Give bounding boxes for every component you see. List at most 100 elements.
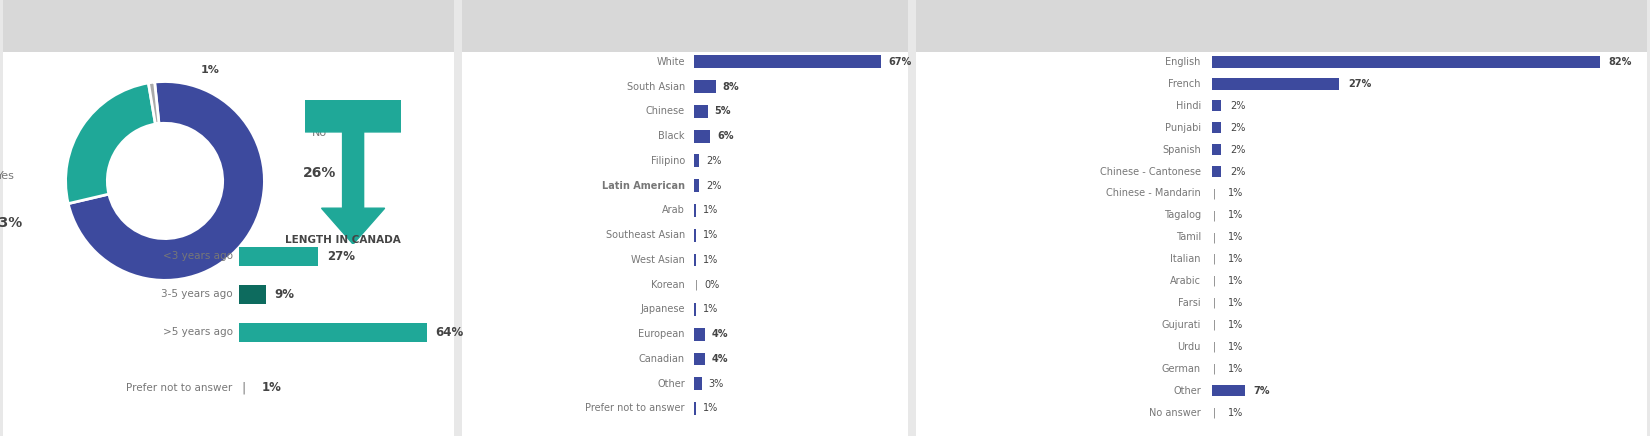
Text: Tamil: Tamil	[1175, 232, 1201, 242]
Text: German: German	[1162, 364, 1201, 374]
Text: Italian: Italian	[1170, 254, 1201, 264]
Bar	[693, 303, 696, 316]
Text: Korean: Korean	[652, 279, 685, 290]
Text: 7%: 7%	[1254, 386, 1270, 396]
Text: |: |	[1213, 232, 1216, 242]
Text: Refused: Refused	[188, 25, 231, 35]
Text: 9%: 9%	[274, 288, 294, 301]
Text: 1%: 1%	[200, 65, 219, 75]
Text: Prefer not to answer: Prefer not to answer	[586, 403, 685, 413]
Text: 1%: 1%	[1228, 320, 1242, 330]
Text: Southeast Asian: Southeast Asian	[606, 230, 685, 240]
Text: Arabic: Arabic	[1170, 276, 1201, 286]
Text: Japanese: Japanese	[640, 304, 685, 314]
Text: Spanish: Spanish	[1162, 145, 1201, 155]
Text: 1%: 1%	[703, 255, 718, 265]
Wedge shape	[68, 82, 264, 280]
Text: Yes: Yes	[0, 171, 15, 181]
Bar	[693, 402, 696, 415]
Text: |: |	[1213, 188, 1216, 199]
Text: Chinese - Mandarin: Chinese - Mandarin	[1106, 188, 1201, 198]
Bar	[1211, 56, 1599, 68]
Text: 6%: 6%	[718, 131, 734, 141]
Bar	[693, 105, 708, 118]
Text: French: French	[1168, 79, 1201, 89]
Text: 1%: 1%	[1228, 276, 1242, 286]
Text: 2%: 2%	[1229, 145, 1246, 155]
Text: 64%: 64%	[436, 326, 464, 339]
Text: No: No	[312, 128, 327, 138]
Text: Other: Other	[1173, 386, 1201, 396]
Text: <3 years ago: <3 years ago	[163, 251, 233, 261]
Text: No answer: No answer	[1148, 408, 1201, 418]
Text: 1%: 1%	[1228, 408, 1242, 418]
Bar	[693, 130, 711, 143]
Text: LANGUAGE USED MOST OFTEN AT HOME: LANGUAGE USED MOST OFTEN AT HOME	[937, 20, 1219, 33]
Text: West Asian: West Asian	[630, 255, 685, 265]
Text: Black: Black	[658, 131, 685, 141]
Text: Chinese - Cantonese: Chinese - Cantonese	[1101, 167, 1201, 177]
Text: 2%: 2%	[1229, 123, 1246, 133]
Bar	[1211, 122, 1221, 133]
Text: 1%: 1%	[703, 230, 718, 240]
Text: |: |	[1213, 276, 1216, 286]
Text: 82%: 82%	[1609, 57, 1632, 67]
Text: |: |	[1213, 364, 1216, 374]
Text: 27%: 27%	[1348, 79, 1371, 89]
Text: 1%: 1%	[1228, 364, 1242, 374]
Bar	[693, 55, 881, 68]
Text: 2%: 2%	[706, 181, 721, 191]
Text: Chinese: Chinese	[645, 106, 685, 116]
Bar	[239, 323, 427, 342]
Text: Punjabi: Punjabi	[1165, 123, 1201, 133]
Text: 73%: 73%	[0, 216, 23, 230]
Text: 1%: 1%	[1228, 211, 1242, 220]
Text: |: |	[695, 279, 698, 290]
Wedge shape	[148, 82, 158, 124]
Text: 2%: 2%	[1229, 167, 1246, 177]
Text: 26%: 26%	[302, 166, 335, 180]
Text: Urdu: Urdu	[1178, 342, 1201, 352]
Text: Canadian: Canadian	[639, 354, 685, 364]
Polygon shape	[305, 100, 401, 244]
Text: Gujurati: Gujurati	[1162, 320, 1201, 330]
Text: Arab: Arab	[662, 205, 685, 215]
Text: Tagalog: Tagalog	[1163, 211, 1201, 220]
Text: |: |	[1213, 408, 1216, 418]
Text: 3%: 3%	[710, 379, 724, 389]
Text: 67%: 67%	[888, 57, 911, 67]
Bar	[693, 229, 696, 242]
Text: |: |	[1213, 320, 1216, 330]
Text: >5 years ago: >5 years ago	[163, 327, 233, 337]
Text: 1%: 1%	[1228, 232, 1242, 242]
Bar	[693, 377, 701, 390]
Text: Filipino: Filipino	[650, 156, 685, 166]
Text: 1%: 1%	[703, 304, 718, 314]
Text: Prefer not to answer: Prefer not to answer	[127, 382, 233, 392]
Bar	[1211, 385, 1244, 396]
Text: 4%: 4%	[711, 329, 728, 339]
Text: 1%: 1%	[1228, 298, 1242, 308]
Text: BORN IN / COME TO CANADA: BORN IN / COME TO CANADA	[26, 20, 226, 33]
Bar	[239, 285, 266, 303]
Text: |: |	[1213, 342, 1216, 352]
Bar	[1211, 166, 1221, 177]
Text: 27%: 27%	[327, 250, 355, 262]
Text: White: White	[657, 57, 685, 67]
Text: 1%: 1%	[261, 381, 280, 394]
Text: Other: Other	[657, 379, 685, 389]
Text: 1%: 1%	[703, 403, 718, 413]
Text: 3-5 years ago: 3-5 years ago	[162, 289, 233, 299]
Text: Farsi: Farsi	[1178, 298, 1201, 308]
Bar	[693, 253, 696, 266]
Text: Latin American: Latin American	[602, 181, 685, 191]
Bar	[693, 353, 705, 365]
Wedge shape	[66, 83, 155, 204]
Text: |: |	[1213, 254, 1216, 265]
Bar	[1211, 78, 1340, 89]
Bar	[1211, 144, 1221, 155]
Text: LENGTH IN CANADA: LENGTH IN CANADA	[285, 235, 401, 245]
Text: 1%: 1%	[1228, 254, 1242, 264]
Bar	[1211, 100, 1221, 112]
Text: |: |	[241, 381, 246, 394]
